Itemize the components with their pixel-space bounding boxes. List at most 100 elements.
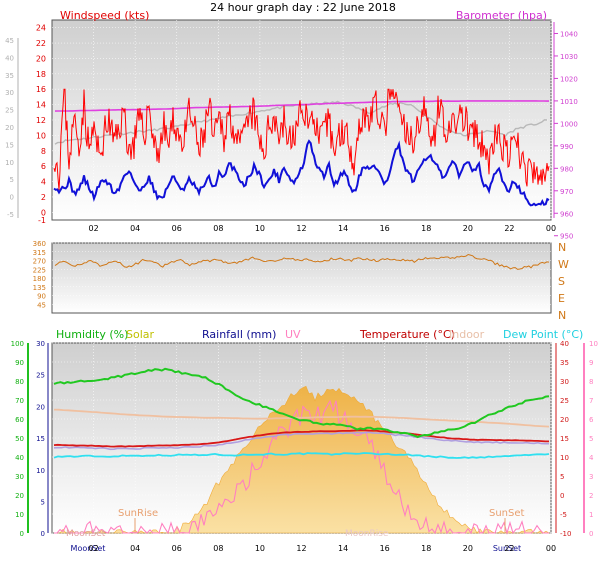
humidity-tick-label: 0 <box>20 530 24 538</box>
wind-hour-tick-label: 04 <box>130 224 140 233</box>
wind-axis-title: Windspeed (kts) <box>60 9 149 22</box>
humidity-tick-label: 10 <box>15 511 24 519</box>
thermo-x-tick-label: 08 <box>213 544 223 553</box>
wind-outer-tick-label: 15 <box>5 141 14 149</box>
direction-y-tick-label: 270 <box>33 258 46 266</box>
wind-y-tick-label: 16 <box>36 85 46 94</box>
wind-outer-tick-label: 45 <box>5 37 14 45</box>
temp-tick-label: 0 <box>560 492 564 500</box>
barometer-tick-label: 990 <box>560 143 573 151</box>
wind-hour-tick-label: 18 <box>421 224 431 233</box>
uv-tick-label: 5 <box>589 435 593 443</box>
uv-tick-label: 6 <box>589 416 594 424</box>
wind-hour-tick-label: 12 <box>296 224 306 233</box>
direction-y-tick-label: 90 <box>37 293 46 301</box>
wind-hour-tick-label: 02 <box>88 224 98 233</box>
humidity-tick-label: 90 <box>15 359 24 367</box>
temp-tick-label: -10 <box>560 530 571 538</box>
annotation-moonrise: MoonRise <box>345 529 389 539</box>
thermo-x-tick-label: 06 <box>172 544 182 553</box>
compass-label: N <box>558 309 566 322</box>
chart-labels: 02 04 06 08 10 12 14 16 18 20 22 002422201816141210… <box>5 24 598 553</box>
temperature-series-line <box>53 429 549 448</box>
chart-marks <box>53 88 551 535</box>
wind-y-tick-label: 20 <box>36 54 46 63</box>
legend-humidity: Humidity (%) <box>56 328 128 341</box>
thermo-x-tick-label: 04 <box>130 544 140 553</box>
direction-y-tick-label: 360 <box>33 240 46 248</box>
wind-y-tick-label: 2 <box>41 193 46 202</box>
thermo-x-tick-label: 00 <box>546 544 556 553</box>
temp-tick-label: 40 <box>560 340 569 348</box>
wind-outer-tick-label: 20 <box>5 124 14 132</box>
feels-like-series-line <box>53 431 549 451</box>
uv-tick-label: 2 <box>589 492 593 500</box>
uv-tick-label: 3 <box>589 473 593 481</box>
temp-tick-label: 10 <box>560 454 569 462</box>
compass-label: S <box>558 275 565 288</box>
legend-dewpoint: Dew Point (°C) <box>503 328 583 341</box>
direction-y-tick-label: 180 <box>33 275 46 283</box>
thermo-x-tick-label: 02 <box>88 544 98 553</box>
wind-hour-tick-label: 00 <box>546 224 556 233</box>
annotation-sunset: SunSet <box>489 508 525 519</box>
rain-tick-label: 15 <box>36 435 45 443</box>
wind-y-tick-label: 14 <box>36 101 46 110</box>
barometer-tick-label: 970 <box>560 188 573 196</box>
temp-tick-label: 30 <box>560 378 569 386</box>
barometer-tick-label: 1020 <box>560 75 578 83</box>
direction-y-tick-label: 135 <box>33 284 46 292</box>
wind-outer-tick-label: 0 <box>10 194 14 202</box>
rain-tick-label: 5 <box>41 499 45 507</box>
barometer-tick-label: 1010 <box>560 98 578 106</box>
barometer-tick-label: 1030 <box>560 53 578 61</box>
wind-outer-tick-label: -5 <box>7 211 14 219</box>
uv-tick-label: 8 <box>589 378 593 386</box>
direction-y-tick-label: 315 <box>33 249 46 257</box>
rain-tick-label: 25 <box>36 372 45 380</box>
barometer-axis-title: Barometer (hpa) <box>456 9 547 22</box>
temp-tick-label: 15 <box>560 435 569 443</box>
wind-y-tick-label: 22 <box>36 39 46 48</box>
wind-y-tick-label: 4 <box>41 178 46 187</box>
uv-series-line <box>54 399 549 535</box>
wind-outer-tick-label: 25 <box>5 107 14 115</box>
legend-uv: UV <box>285 328 301 341</box>
uv-tick-label: 0 <box>589 530 593 538</box>
barometer-tick-label: 960 <box>560 210 573 218</box>
thermo-x-tick-label: 12 <box>296 544 306 553</box>
thermo-x-tick-label: 10 <box>255 544 265 553</box>
wind-y-tick-label: 12 <box>36 116 46 125</box>
wind-outer-tick-label: 35 <box>5 72 14 80</box>
humidity-tick-label: 60 <box>15 416 24 424</box>
thermo-x-tick-label: 16 <box>380 544 390 553</box>
wind-hour-tick-label: 06 <box>172 224 182 233</box>
direction-y-tick-label: 45 <box>37 301 46 309</box>
chart-title: 24 hour graph day : 22 June 2018 <box>210 1 396 14</box>
humidity-series-line <box>53 367 550 439</box>
rain-tick-label: 0 <box>41 530 45 538</box>
direction-y-tick-label: 225 <box>33 266 46 274</box>
annotation-sunrise: SunRise <box>118 508 158 519</box>
dewpoint-series-line <box>53 452 550 459</box>
uv-tick-label: 9 <box>589 359 593 367</box>
uv-tick-label: 10 <box>589 340 598 348</box>
thermo-x-tick-label: MoonSet <box>71 544 106 553</box>
barometer-tick-label: 950 <box>560 233 573 241</box>
wind-y-tick-label: 18 <box>36 70 46 79</box>
humidity-tick-label: 30 <box>15 473 24 481</box>
wind-outer-tick-label: 10 <box>5 159 14 167</box>
temp-tick-label: -5 <box>560 511 567 519</box>
thermo-x-tick-label: 20 <box>463 544 473 553</box>
wind-y-tick-label: 0 <box>41 208 46 217</box>
gust-series-line <box>53 88 550 190</box>
legend-solar: Solar <box>126 328 155 341</box>
wind-hour-tick-label: 20 <box>463 224 473 233</box>
legend-rainfall: Rainfall (mm) <box>202 328 276 341</box>
humidity-tick-label: 70 <box>15 397 24 405</box>
wind-hour-tick-label: 10 <box>255 224 265 233</box>
uv-tick-label: 7 <box>589 397 593 405</box>
wind-hour-tick-label: 08 <box>213 224 223 233</box>
indoor-series-line <box>53 408 550 428</box>
